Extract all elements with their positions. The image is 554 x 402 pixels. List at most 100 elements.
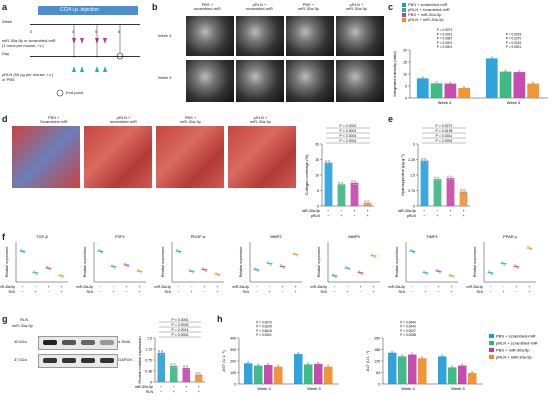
y-axis-label: AST (U L⁻¹)	[221, 350, 226, 372]
data-point	[530, 248, 533, 251]
y-tick-label: 300	[230, 348, 236, 352]
data-point	[391, 350, 394, 353]
p-value: P = 0.0037	[400, 329, 416, 333]
x-tick-label: Week 5	[451, 386, 465, 391]
y-tick-label: 3	[413, 142, 415, 146]
x-tick-label: Week 4	[257, 386, 271, 391]
data-point	[411, 250, 414, 253]
bar	[388, 352, 397, 384]
p-value: P = 0.0087	[437, 37, 453, 41]
bar	[420, 160, 429, 206]
condition-sign: −	[489, 290, 491, 294]
legend-item: PBS + miR-30a-5p	[402, 12, 450, 17]
p-value: P = 0.0258	[400, 333, 416, 337]
data-point	[490, 56, 493, 59]
data-point	[410, 249, 413, 252]
data-point	[178, 251, 181, 254]
bar	[458, 365, 467, 384]
condition-sign: −	[502, 285, 504, 289]
condition-label: miR-30a-5p	[135, 385, 153, 389]
bar	[170, 365, 178, 382]
legend-swatch	[489, 348, 494, 352]
condition-sign: −	[423, 208, 426, 213]
y-tick-label: 63	[376, 371, 380, 375]
p-value: P = 0.0019	[506, 32, 522, 36]
data-point	[257, 269, 260, 272]
condition-sign: +	[450, 285, 452, 289]
b-col-4: pRLN + miR-30a-5p	[346, 2, 367, 11]
data-point	[532, 81, 535, 84]
data-point	[328, 160, 331, 163]
condition-sign: +	[340, 213, 343, 218]
condition-sign: +	[294, 290, 296, 294]
condition-sign: +	[353, 208, 356, 213]
data-point	[159, 353, 162, 356]
us-image-7	[286, 60, 334, 102]
condition-sign: −	[281, 290, 283, 294]
data-point	[488, 270, 491, 273]
data-point	[333, 274, 336, 277]
band	[81, 340, 95, 345]
data-point	[161, 350, 163, 353]
condition-label: RLN	[87, 290, 94, 294]
data-point	[257, 363, 260, 366]
data-point	[281, 265, 284, 268]
data-point	[461, 192, 464, 194]
data-point	[186, 365, 188, 368]
bar	[324, 366, 333, 384]
condition-sign: +	[502, 290, 504, 294]
p-value: P = 0.0040	[400, 325, 416, 329]
condition-sign: +	[60, 290, 62, 294]
gene-label: TIMP1	[426, 234, 439, 239]
data-point	[368, 203, 371, 206]
condition-sign: +	[34, 290, 36, 294]
data-point	[460, 189, 463, 191]
band	[100, 340, 114, 345]
y-tick-label: 20	[315, 142, 319, 146]
data-point	[374, 256, 377, 259]
y-axis-label: ALT (U L⁻¹)	[365, 350, 370, 371]
data-point	[335, 276, 338, 279]
p-value: P < 0.0001	[437, 45, 453, 49]
condition-sign: +	[281, 285, 283, 289]
bar	[324, 162, 333, 206]
bar	[182, 367, 190, 382]
condition-label: pRLN	[407, 214, 416, 218]
legend-label: PBS + miR-30a-5p	[496, 348, 530, 353]
condition-sign: +	[436, 213, 439, 218]
data-point	[354, 180, 357, 183]
legend-swatch	[489, 341, 494, 345]
us-image-6	[236, 60, 284, 102]
condition-sign: +	[294, 285, 296, 289]
condition-sign: −	[21, 290, 23, 294]
condition-sign: −	[21, 285, 23, 289]
condition-sign: +	[173, 389, 176, 394]
condition-sign: −	[424, 285, 426, 289]
data-point	[351, 180, 354, 183]
bar	[337, 184, 346, 206]
data-point	[327, 364, 330, 367]
p-value: P = 0.0014	[172, 328, 189, 332]
data-point	[20, 249, 23, 252]
data-point	[59, 273, 62, 276]
p-value: P = 0.0011	[436, 134, 453, 138]
gene-label: PPAR-γ	[503, 234, 517, 239]
chart-e: Hydroxyproline (μg g⁻¹) 0 0.75 1.5 2.25 3 P < …	[398, 124, 470, 218]
condition-sign: −	[47, 290, 49, 294]
data-point	[201, 267, 204, 270]
data-point	[501, 261, 504, 264]
x-tick-label: Week 5	[507, 100, 521, 105]
bar	[408, 354, 417, 384]
ccl4-label: CCl4 i.p. injection	[60, 7, 99, 13]
data-point	[126, 265, 129, 268]
condition-label: miR-30a-5p	[154, 285, 171, 289]
data-point	[112, 265, 115, 268]
band	[43, 340, 57, 345]
data-point	[188, 269, 191, 272]
y-tick-label: 0	[317, 204, 319, 208]
condition-sign: +	[366, 208, 369, 213]
y-tick-label: 100	[230, 371, 236, 375]
band	[100, 358, 114, 363]
x-tick-label: Week 4	[401, 386, 415, 391]
data-point	[214, 272, 217, 275]
